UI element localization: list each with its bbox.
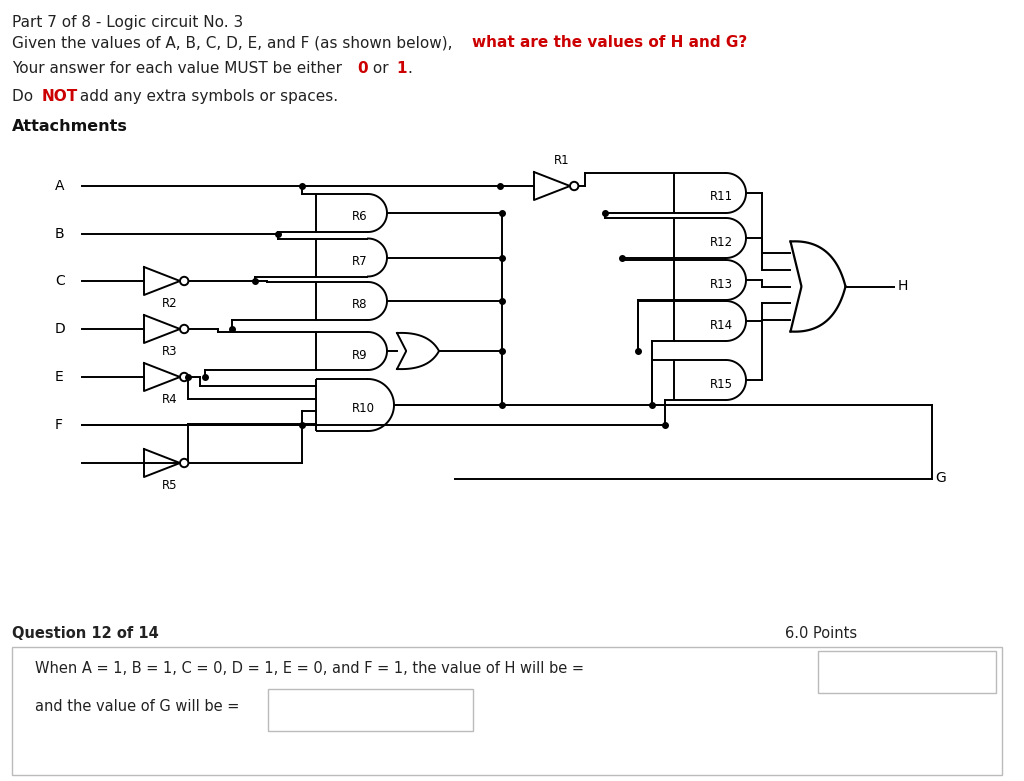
Text: 1: 1 [396, 61, 407, 76]
Text: R10: R10 [352, 402, 375, 415]
Text: G: G [935, 471, 946, 485]
Text: R9: R9 [352, 348, 368, 362]
Text: R14: R14 [710, 319, 733, 331]
Text: When A = 1, B = 1, C = 0, D = 1, E = 0, and F = 1, the value of H will be =: When A = 1, B = 1, C = 0, D = 1, E = 0, … [35, 661, 584, 676]
Text: R11: R11 [710, 191, 733, 204]
Text: B: B [55, 227, 65, 241]
Text: R4: R4 [162, 393, 178, 406]
Circle shape [180, 276, 188, 285]
Text: .: . [407, 61, 412, 76]
Text: A: A [55, 179, 65, 193]
Text: R3: R3 [162, 345, 178, 358]
Text: R13: R13 [710, 277, 733, 291]
Text: E: E [55, 370, 63, 384]
Text: Given the values of A, B, C, D, E, and F (as shown below),: Given the values of A, B, C, D, E, and F… [12, 35, 458, 50]
Text: NOT: NOT [42, 89, 78, 104]
Text: Your answer for each value MUST be either: Your answer for each value MUST be eithe… [12, 61, 347, 76]
Text: or: or [368, 61, 393, 76]
Text: 0: 0 [357, 61, 368, 76]
Text: F: F [55, 418, 63, 432]
Circle shape [180, 325, 188, 333]
Text: Do: Do [12, 89, 38, 104]
Circle shape [180, 373, 188, 381]
FancyBboxPatch shape [268, 689, 473, 731]
FancyBboxPatch shape [12, 647, 1002, 775]
Text: R8: R8 [352, 298, 368, 312]
Text: R12: R12 [710, 236, 733, 248]
Circle shape [180, 458, 188, 467]
Text: R6: R6 [352, 211, 368, 223]
Text: 6.0 Points: 6.0 Points [785, 626, 857, 641]
Text: Question 12 of 14: Question 12 of 14 [12, 626, 159, 641]
Text: Attachments: Attachments [12, 119, 128, 134]
Text: H: H [897, 279, 908, 293]
Text: R15: R15 [710, 377, 733, 390]
Text: Part 7 of 8 - Logic circuit No. 3: Part 7 of 8 - Logic circuit No. 3 [12, 15, 244, 30]
Text: and the value of G will be =: and the value of G will be = [35, 699, 240, 714]
Text: C: C [55, 274, 65, 288]
Text: D: D [55, 322, 66, 336]
Circle shape [570, 182, 579, 191]
Text: R5: R5 [162, 479, 178, 492]
Text: R2: R2 [162, 297, 178, 310]
Text: R7: R7 [352, 255, 368, 268]
Text: R1: R1 [554, 154, 569, 167]
Text: add any extra symbols or spaces.: add any extra symbols or spaces. [75, 89, 338, 104]
Text: what are the values of H and G?: what are the values of H and G? [472, 35, 748, 50]
FancyBboxPatch shape [818, 651, 996, 693]
